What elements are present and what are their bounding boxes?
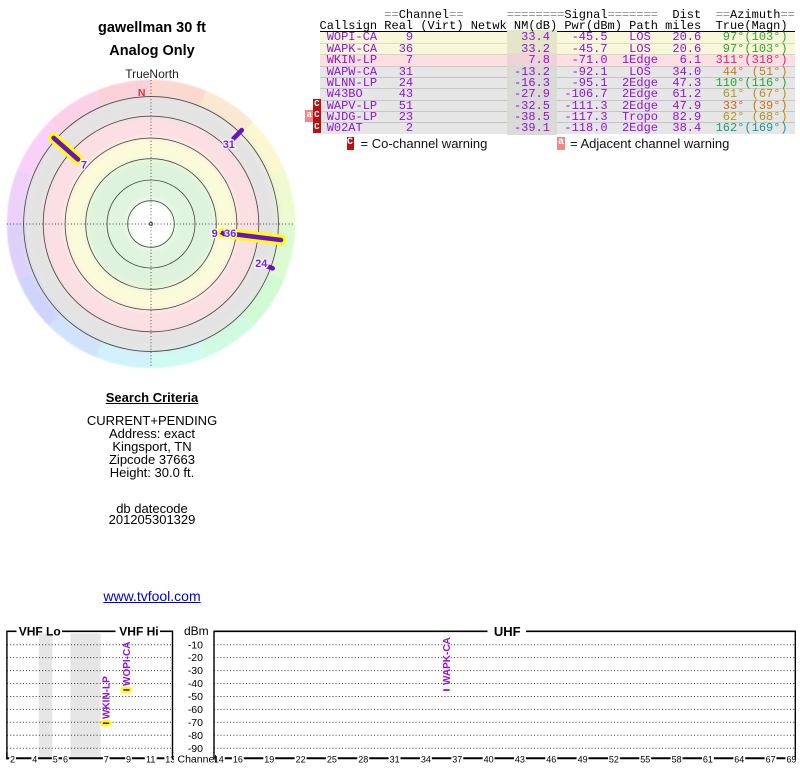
svg-text:-90: -90 — [188, 743, 203, 755]
svg-text:WOPI-CA: WOPI-CA — [122, 642, 133, 686]
svg-text:49: 49 — [578, 754, 588, 764]
svg-text:14: 14 — [214, 754, 224, 764]
svg-text:61: 61 — [703, 754, 713, 764]
svg-text:31: 31 — [390, 754, 400, 764]
svg-text:67: 67 — [766, 754, 776, 764]
svg-text:64: 64 — [734, 754, 744, 764]
svg-text:UHF: UHF — [494, 624, 521, 639]
svg-text:24: 24 — [255, 257, 268, 269]
svg-text:6: 6 — [63, 754, 68, 764]
svg-text:9: 9 — [212, 227, 218, 239]
svg-text:36: 36 — [224, 227, 236, 239]
svg-text:-60: -60 — [188, 704, 203, 716]
svg-text:VHF Lo: VHF Lo — [19, 625, 61, 639]
svg-text:WAPK-CA: WAPK-CA — [442, 637, 453, 685]
svg-text:28: 28 — [358, 754, 368, 764]
svg-text:4: 4 — [32, 754, 37, 764]
svg-text:43: 43 — [515, 754, 525, 764]
svg-text:-80: -80 — [188, 730, 203, 742]
svg-text:11: 11 — [146, 754, 155, 764]
svg-text:25: 25 — [327, 754, 337, 764]
svg-text:7: 7 — [104, 754, 109, 764]
svg-text:58: 58 — [672, 754, 682, 764]
svg-text:37: 37 — [452, 754, 462, 764]
svg-text:VHF Hi: VHF Hi — [119, 625, 158, 639]
svg-text:Channel: Channel — [178, 754, 217, 766]
svg-text:16: 16 — [233, 754, 243, 764]
svg-text:7: 7 — [81, 159, 87, 171]
svg-text:5: 5 — [53, 754, 58, 764]
svg-text:40: 40 — [484, 754, 494, 764]
svg-text:-30: -30 — [188, 665, 203, 677]
svg-text:9: 9 — [126, 754, 131, 764]
svg-text:69: 69 — [786, 754, 796, 764]
svg-text:34: 34 — [421, 754, 431, 764]
svg-text:N: N — [138, 86, 146, 98]
svg-text:-20: -20 — [188, 652, 203, 664]
svg-text:46: 46 — [546, 754, 556, 764]
svg-text:-40: -40 — [188, 678, 203, 690]
svg-text:dBm: dBm — [184, 624, 209, 638]
svg-text:-10: -10 — [188, 639, 203, 651]
svg-text:WKIN-LP: WKIN-LP — [102, 676, 113, 719]
svg-text:19: 19 — [264, 754, 274, 764]
svg-text:13: 13 — [165, 754, 175, 764]
svg-text:55: 55 — [640, 754, 650, 764]
svg-text:2: 2 — [10, 754, 15, 764]
svg-text:-50: -50 — [188, 691, 203, 703]
svg-text:52: 52 — [609, 754, 619, 764]
svg-text:22: 22 — [296, 754, 306, 764]
svg-text:-70: -70 — [188, 717, 203, 729]
svg-text:31: 31 — [223, 138, 235, 150]
